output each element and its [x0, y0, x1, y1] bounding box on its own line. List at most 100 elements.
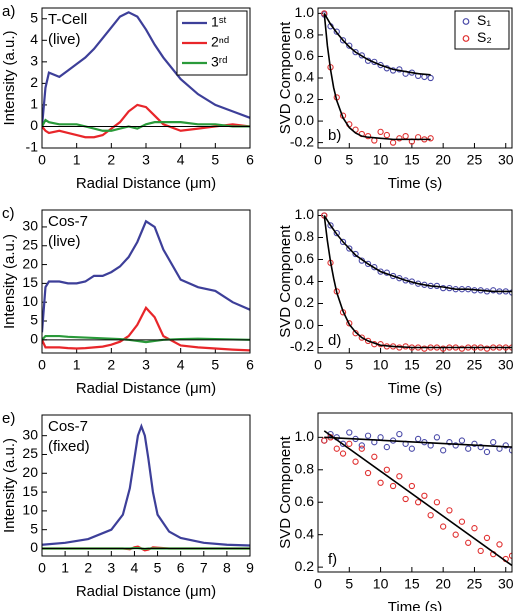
y-axis-label: Intensity (a.u.) — [1, 234, 18, 329]
data-point — [471, 525, 478, 532]
y-axis-label: Intensity (a.u.) — [1, 30, 18, 125]
data-point — [427, 512, 434, 519]
data-point — [389, 482, 397, 490]
y-tick-label: 0.0 — [295, 316, 315, 332]
series-line — [42, 334, 250, 344]
plot-frame — [41, 7, 251, 149]
y-tick-label: 1.0 — [295, 4, 315, 20]
fit-line — [323, 12, 431, 76]
x-tick-label: 3 — [107, 560, 115, 576]
x-axis-label: Radial Distance (μm) — [76, 380, 216, 397]
series-line — [42, 219, 250, 333]
x-tick-label: 15 — [404, 357, 420, 373]
data-point — [364, 337, 372, 345]
x-tick-label: 7 — [200, 560, 208, 576]
data-point — [339, 37, 347, 44]
data-point — [421, 492, 428, 499]
data-point — [396, 473, 403, 480]
panel: 0 5 10 15 20 25 30 1.0 0.8 0.6 0.4 0.2 0.0 -0.2 Time (… — [277, 206, 514, 397]
y-tick-label: 3 — [30, 53, 38, 69]
data-point — [346, 429, 353, 436]
data-point — [408, 482, 416, 490]
data-point — [371, 453, 378, 460]
data-point — [333, 229, 340, 237]
x-axis-label: Time (s) — [388, 175, 442, 192]
panel-label: f) — [328, 551, 337, 568]
x-tick-label: 5 — [211, 152, 219, 168]
annotation: Cos-7 — [48, 418, 88, 435]
y-tick-label: 0.8 — [295, 228, 315, 244]
y-tick-label: -0.2 — [290, 133, 314, 149]
data-point — [502, 442, 509, 449]
x-tick-label: 0 — [314, 576, 322, 592]
y-tick-label: 4 — [30, 31, 38, 47]
x-tick-label: 8 — [223, 560, 231, 576]
x-axis-label: Time (s) — [388, 380, 442, 397]
y-tick-label: 0 — [30, 117, 38, 133]
data-point — [377, 434, 384, 441]
y-axis-label: SVD Component — [277, 435, 294, 548]
panel-label: a) — [2, 3, 15, 20]
y-tick-label: 0.2 — [295, 294, 315, 310]
x-tick-label: 10 — [373, 576, 389, 592]
y-tick-label: 0.6 — [295, 47, 315, 63]
x-tick-label: 4 — [177, 152, 185, 168]
panel-label: e) — [2, 410, 15, 427]
data-point — [358, 445, 365, 452]
data-point — [352, 458, 359, 465]
data-point — [440, 345, 447, 352]
data-point — [383, 131, 390, 139]
x-tick-label: 15 — [404, 576, 420, 592]
panel-label: c) — [2, 205, 15, 222]
data-point — [458, 345, 466, 352]
x-tick-label: 5 — [345, 357, 353, 373]
x-tick-label: 20 — [435, 152, 451, 168]
x-tick-label: 30 — [498, 152, 514, 168]
data-point — [452, 531, 459, 538]
y-tick-label: 0.8 — [295, 26, 315, 42]
x-tick-label: 0 — [314, 152, 322, 168]
annotation: (live) — [48, 31, 81, 48]
y-tick-label: 5 — [30, 312, 38, 328]
x-tick-label: 30 — [498, 357, 514, 373]
x-tick-label: 0 — [38, 560, 46, 576]
y-tick-label: 0.4 — [295, 69, 315, 85]
y-tick-label: -1 — [26, 139, 39, 155]
data-point — [421, 345, 428, 352]
x-tick-label: 2 — [84, 560, 92, 576]
panel: 0 1 2 3 4 5 6 0 5 10 15 20 25 30 Radial Distance (μm) I… — [1, 205, 254, 397]
data-point — [477, 443, 484, 451]
x-axis-label: Radial Distance (μm) — [76, 583, 216, 600]
plot-frame — [41, 414, 251, 557]
data-point — [371, 264, 378, 271]
y-tick-label: 1.0 — [295, 428, 315, 444]
x-tick-label: 20 — [435, 357, 451, 373]
data-point — [377, 268, 384, 275]
plot-frame — [41, 209, 251, 354]
y-tick-label: 2 — [30, 74, 38, 90]
x-tick-label: 6 — [246, 357, 254, 373]
x-tick-label: 1 — [61, 560, 69, 576]
x-tick-label: 1 — [73, 357, 81, 373]
data-point — [408, 445, 416, 452]
x-tick-label: 15 — [404, 152, 420, 168]
x-tick-label: 3 — [142, 357, 150, 373]
y-tick-label: 0 — [30, 539, 38, 555]
x-tick-label: 5 — [345, 152, 353, 168]
fit-line — [323, 13, 431, 141]
x-tick-label: 4 — [177, 357, 185, 373]
data-point — [339, 450, 347, 457]
legend-label: 1ˢᵗ — [211, 14, 227, 30]
panel: 0 5 10 15 20 25 30 1.0 0.8 0.6 0.4 0.2 0.0 -0.2 Time (… — [277, 4, 514, 192]
data-point — [446, 439, 453, 446]
data-point — [402, 495, 409, 503]
annotation: (fixed) — [48, 438, 90, 455]
x-tick-label: 30 — [498, 576, 514, 592]
y-tick-label: 0.0 — [295, 112, 315, 128]
data-point — [352, 49, 359, 56]
data-point — [414, 499, 422, 506]
y-tick-label: 25 — [22, 236, 38, 252]
y-tick-label: 0.6 — [295, 250, 315, 266]
